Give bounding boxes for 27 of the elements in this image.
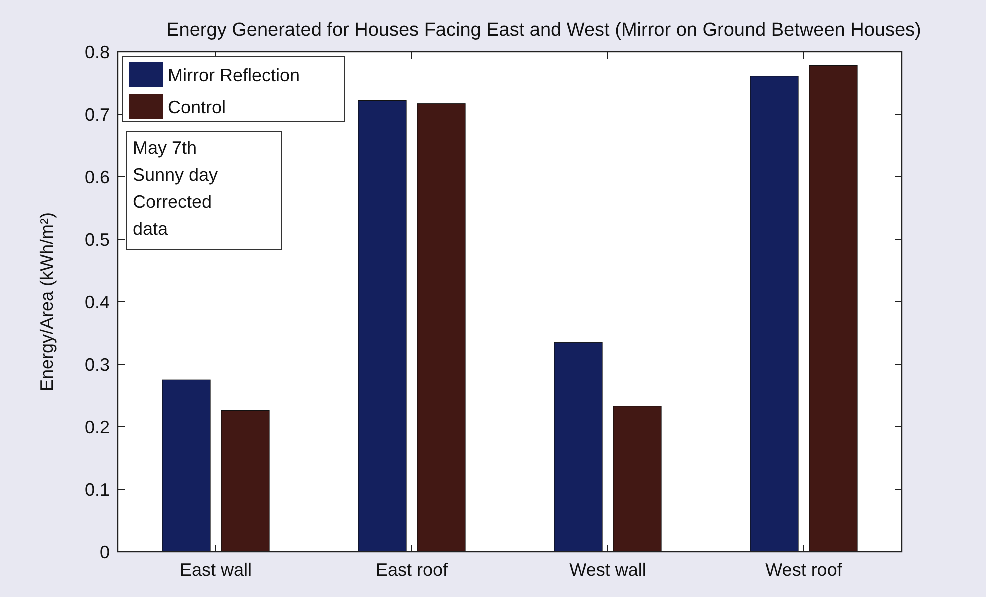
- y-tick-label: 0.8: [84, 42, 110, 62]
- bar: [554, 342, 603, 552]
- y-axis-title: Energy/Area (kWh/m²): [37, 212, 57, 392]
- y-tick-label: 0.7: [84, 104, 110, 125]
- x-tick-label: West wall: [570, 560, 646, 580]
- chart-title: Energy Generated for Houses Facing East and West (Mirror on Ground Between Houses): [166, 20, 922, 41]
- y-tick-label: 0.5: [84, 230, 110, 250]
- bar: [221, 410, 270, 552]
- bar: [809, 65, 858, 552]
- y-tick-label: 0.6: [84, 167, 110, 188]
- bar: [750, 76, 799, 552]
- y-tick-label: 0.3: [84, 354, 110, 375]
- legend-label: Mirror Reflection: [168, 65, 300, 86]
- y-tick-label: 0.2: [84, 417, 110, 438]
- y-tick-label: 0.1: [84, 480, 110, 500]
- x-tick-label: East roof: [376, 560, 450, 580]
- bar: [417, 104, 466, 552]
- bar: [358, 100, 407, 552]
- legend-label: Control: [168, 97, 226, 118]
- y-tick-label: 0: [100, 542, 110, 562]
- bar: [162, 380, 211, 552]
- y-tick-label: 0.4: [84, 292, 110, 312]
- x-tick-label: East wall: [180, 560, 252, 580]
- bar: [613, 406, 662, 552]
- annotation: May 7th Sunny day Corrected data: [133, 138, 218, 239]
- note-box: May 7th Sunny day Corrected data: [126, 132, 282, 250]
- x-tick-label: West roof: [766, 560, 844, 580]
